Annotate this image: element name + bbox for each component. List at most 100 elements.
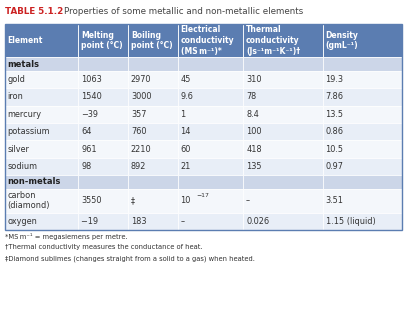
Bar bbox=[79, 24, 128, 57]
Text: 7.86: 7.86 bbox=[326, 92, 344, 101]
Text: 9.6: 9.6 bbox=[181, 92, 193, 101]
Bar bbox=[5, 106, 79, 123]
Text: 78: 78 bbox=[246, 92, 256, 101]
Text: Electrical
conductivity
(MS m⁻¹)*: Electrical conductivity (MS m⁻¹)* bbox=[181, 25, 234, 56]
Bar bbox=[323, 189, 402, 213]
Text: −17: −17 bbox=[196, 193, 209, 198]
Bar bbox=[5, 189, 79, 213]
Bar bbox=[243, 213, 323, 230]
Bar bbox=[128, 71, 178, 88]
Text: Density
(gmL⁻¹): Density (gmL⁻¹) bbox=[326, 31, 359, 50]
Bar bbox=[323, 213, 402, 230]
Text: 45: 45 bbox=[181, 75, 191, 84]
Bar bbox=[243, 88, 323, 106]
Bar bbox=[178, 213, 243, 230]
Bar bbox=[128, 57, 178, 71]
Bar bbox=[243, 106, 323, 123]
Bar bbox=[5, 123, 79, 140]
Bar bbox=[128, 213, 178, 230]
Bar bbox=[128, 24, 178, 57]
Bar bbox=[79, 213, 128, 230]
Bar bbox=[243, 123, 323, 140]
Text: –: – bbox=[181, 217, 185, 226]
Bar bbox=[323, 158, 402, 175]
Text: 418: 418 bbox=[246, 145, 262, 154]
Bar bbox=[128, 106, 178, 123]
Bar bbox=[79, 106, 128, 123]
Bar bbox=[178, 88, 243, 106]
Bar bbox=[128, 158, 178, 175]
Text: ‡Diamond sublimes (changes straight from a solid to a gas) when heated.: ‡Diamond sublimes (changes straight from… bbox=[5, 256, 255, 262]
Bar bbox=[128, 88, 178, 106]
Text: −39: −39 bbox=[81, 110, 98, 119]
Bar bbox=[243, 189, 323, 213]
Bar bbox=[79, 158, 128, 175]
Text: 135: 135 bbox=[246, 162, 262, 171]
Text: sodium: sodium bbox=[8, 162, 38, 171]
Text: †Thermal conductivity measures the conductance of heat.: †Thermal conductivity measures the condu… bbox=[5, 244, 202, 251]
Text: 0.86: 0.86 bbox=[326, 127, 344, 136]
Bar bbox=[323, 175, 402, 189]
Text: 3000: 3000 bbox=[131, 92, 151, 101]
Text: Boiling
point (°C): Boiling point (°C) bbox=[131, 31, 173, 50]
Bar bbox=[178, 24, 243, 57]
Bar bbox=[243, 57, 323, 71]
Bar bbox=[178, 57, 243, 71]
Bar bbox=[79, 57, 128, 71]
Text: 2970: 2970 bbox=[131, 75, 151, 84]
Bar bbox=[323, 88, 402, 106]
Text: TABLE 5.1.2: TABLE 5.1.2 bbox=[5, 7, 63, 16]
Bar bbox=[323, 71, 402, 88]
Text: Melting
point (°C): Melting point (°C) bbox=[81, 31, 123, 50]
Bar bbox=[178, 140, 243, 158]
Bar bbox=[243, 24, 323, 57]
Text: –: – bbox=[246, 196, 250, 205]
Text: 8.4: 8.4 bbox=[246, 110, 259, 119]
Text: 3550: 3550 bbox=[81, 196, 102, 205]
Bar bbox=[5, 71, 79, 88]
Bar bbox=[323, 106, 402, 123]
Bar bbox=[243, 158, 323, 175]
Bar bbox=[178, 123, 243, 140]
Bar bbox=[323, 57, 402, 71]
Text: 3.51: 3.51 bbox=[326, 196, 344, 205]
Text: carbon
(diamond): carbon (diamond) bbox=[8, 191, 50, 211]
Bar bbox=[5, 88, 79, 106]
Bar bbox=[5, 57, 79, 71]
Text: Thermal
conductivity
(Js⁻¹m⁻¹K⁻¹)†: Thermal conductivity (Js⁻¹m⁻¹K⁻¹)† bbox=[246, 25, 300, 56]
Text: 1.15 (liquid): 1.15 (liquid) bbox=[326, 217, 375, 226]
Bar bbox=[178, 189, 243, 213]
Text: ‡: ‡ bbox=[131, 196, 135, 205]
Text: 100: 100 bbox=[246, 127, 262, 136]
Text: 183: 183 bbox=[131, 217, 147, 226]
Text: 310: 310 bbox=[246, 75, 262, 84]
Text: metals: metals bbox=[8, 60, 40, 69]
Text: 21: 21 bbox=[181, 162, 191, 171]
Bar bbox=[79, 88, 128, 106]
Text: 760: 760 bbox=[131, 127, 147, 136]
Text: 1540: 1540 bbox=[81, 92, 102, 101]
Bar bbox=[5, 140, 79, 158]
Bar bbox=[128, 140, 178, 158]
Text: Properties of some metallic and non-metallic elements: Properties of some metallic and non-meta… bbox=[64, 7, 303, 16]
Bar bbox=[5, 158, 79, 175]
Text: 1: 1 bbox=[181, 110, 186, 119]
Bar bbox=[5, 213, 79, 230]
Bar bbox=[323, 24, 402, 57]
Bar bbox=[243, 71, 323, 88]
Text: 1063: 1063 bbox=[81, 75, 102, 84]
Text: iron: iron bbox=[8, 92, 24, 101]
Text: silver: silver bbox=[8, 145, 30, 154]
Text: 961: 961 bbox=[81, 145, 97, 154]
Bar bbox=[128, 175, 178, 189]
Text: oxygen: oxygen bbox=[8, 217, 37, 226]
Text: 357: 357 bbox=[131, 110, 146, 119]
Bar bbox=[5, 24, 79, 57]
Text: non-metals: non-metals bbox=[8, 177, 61, 186]
Bar bbox=[5, 24, 402, 230]
Text: 13.5: 13.5 bbox=[326, 110, 344, 119]
Bar bbox=[323, 123, 402, 140]
Text: potassium: potassium bbox=[8, 127, 50, 136]
Bar bbox=[128, 189, 178, 213]
Text: 19.3: 19.3 bbox=[326, 75, 344, 84]
